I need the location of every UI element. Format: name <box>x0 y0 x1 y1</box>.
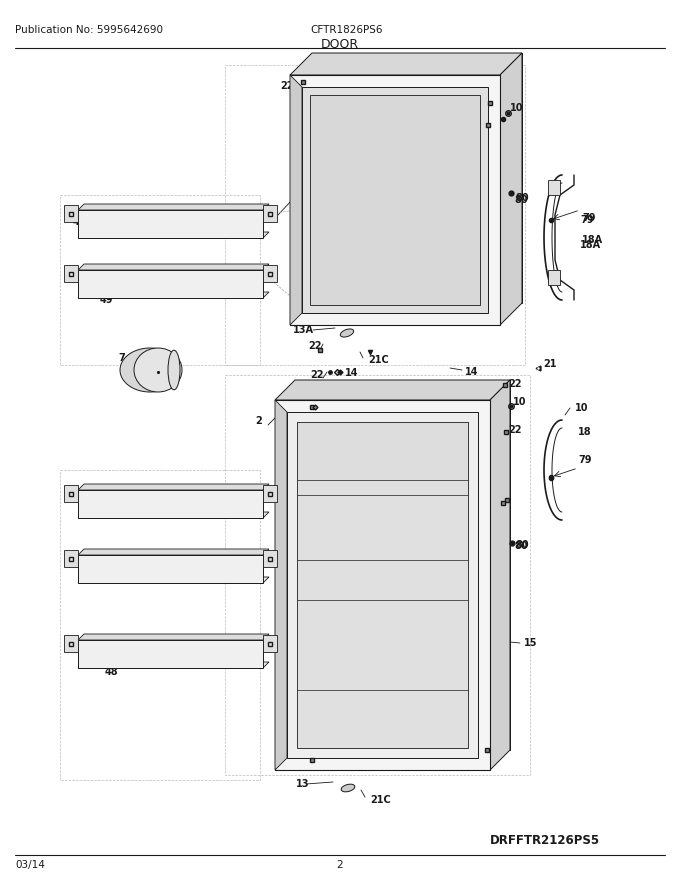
Text: 22: 22 <box>292 409 305 419</box>
Text: 13A: 13A <box>293 325 314 335</box>
Polygon shape <box>263 550 277 567</box>
Text: 10: 10 <box>575 403 588 413</box>
Polygon shape <box>120 348 180 392</box>
Polygon shape <box>548 180 560 195</box>
Text: 49: 49 <box>100 295 114 305</box>
Polygon shape <box>64 205 78 222</box>
Polygon shape <box>78 232 269 238</box>
Text: 11: 11 <box>455 100 469 110</box>
Polygon shape <box>263 485 277 502</box>
Polygon shape <box>78 577 269 583</box>
Text: 18: 18 <box>578 427 592 437</box>
Polygon shape <box>78 484 269 490</box>
Polygon shape <box>78 549 269 555</box>
Polygon shape <box>297 495 468 560</box>
Polygon shape <box>78 555 263 583</box>
Polygon shape <box>263 205 277 222</box>
Text: 14: 14 <box>335 408 348 418</box>
Polygon shape <box>78 292 269 298</box>
Text: 2: 2 <box>337 860 343 870</box>
Text: 79: 79 <box>580 215 594 225</box>
Text: 80: 80 <box>515 193 528 203</box>
Polygon shape <box>548 270 560 285</box>
Text: 22: 22 <box>508 379 522 389</box>
Text: 22: 22 <box>292 761 305 771</box>
Polygon shape <box>500 53 522 325</box>
Polygon shape <box>287 412 478 758</box>
Text: 80: 80 <box>514 541 528 551</box>
Text: 03/14: 03/14 <box>15 860 45 870</box>
Polygon shape <box>78 634 269 640</box>
Text: 13: 13 <box>296 779 309 789</box>
Polygon shape <box>78 490 263 518</box>
Text: 18A: 18A <box>582 235 603 245</box>
Polygon shape <box>263 635 277 652</box>
Polygon shape <box>275 400 490 770</box>
Text: 22: 22 <box>508 425 522 435</box>
Polygon shape <box>64 635 78 652</box>
Text: CFTR1826PS6: CFTR1826PS6 <box>310 25 382 35</box>
Text: 22: 22 <box>480 119 494 129</box>
Text: 80: 80 <box>515 540 528 550</box>
Text: 7: 7 <box>118 353 124 363</box>
Polygon shape <box>302 87 488 313</box>
Text: 80: 80 <box>514 195 528 205</box>
Text: 10: 10 <box>510 103 524 113</box>
Text: 49: 49 <box>73 217 86 227</box>
Text: 10: 10 <box>513 397 526 407</box>
Text: 79: 79 <box>582 213 596 223</box>
Polygon shape <box>78 512 269 518</box>
Text: 18A: 18A <box>580 240 601 250</box>
Polygon shape <box>78 204 269 210</box>
Polygon shape <box>297 600 468 690</box>
Text: 21: 21 <box>543 359 556 369</box>
Text: 21C: 21C <box>368 355 389 365</box>
Text: 79: 79 <box>578 455 592 465</box>
Polygon shape <box>297 422 468 748</box>
Text: DOOR: DOOR <box>321 38 359 51</box>
Polygon shape <box>275 400 287 770</box>
Text: 22: 22 <box>310 370 324 380</box>
Ellipse shape <box>341 784 355 792</box>
Text: 22: 22 <box>308 341 322 351</box>
Ellipse shape <box>168 350 180 390</box>
Polygon shape <box>78 210 263 238</box>
Text: DRFFTR2126PS5: DRFFTR2126PS5 <box>490 833 600 847</box>
Polygon shape <box>295 380 510 750</box>
Text: 14: 14 <box>345 368 358 378</box>
Polygon shape <box>64 550 78 567</box>
Polygon shape <box>490 380 510 770</box>
Polygon shape <box>312 53 522 303</box>
Polygon shape <box>290 75 302 325</box>
Polygon shape <box>78 264 269 270</box>
Text: 48A: 48A <box>72 556 93 566</box>
Text: Publication No: 5995642690: Publication No: 5995642690 <box>15 25 163 35</box>
Text: 48B: 48B <box>72 491 93 501</box>
Polygon shape <box>310 95 480 305</box>
Polygon shape <box>290 75 500 325</box>
Polygon shape <box>64 485 78 502</box>
Text: 21C: 21C <box>370 795 391 805</box>
Polygon shape <box>64 265 78 282</box>
Text: 14: 14 <box>465 367 479 377</box>
Text: 12: 12 <box>447 79 460 89</box>
Polygon shape <box>263 265 277 282</box>
Polygon shape <box>78 640 263 668</box>
Text: 48: 48 <box>105 667 118 677</box>
Polygon shape <box>78 270 263 298</box>
Polygon shape <box>297 422 468 480</box>
Text: 22: 22 <box>477 757 490 767</box>
Text: 1: 1 <box>265 207 272 217</box>
Text: 15: 15 <box>524 638 537 648</box>
Polygon shape <box>78 662 269 668</box>
Text: 2: 2 <box>255 416 262 426</box>
Ellipse shape <box>134 348 182 392</box>
Polygon shape <box>275 380 510 400</box>
Ellipse shape <box>340 329 354 337</box>
Text: 22: 22 <box>280 81 294 91</box>
Polygon shape <box>290 53 522 75</box>
Text: 22: 22 <box>476 311 490 321</box>
